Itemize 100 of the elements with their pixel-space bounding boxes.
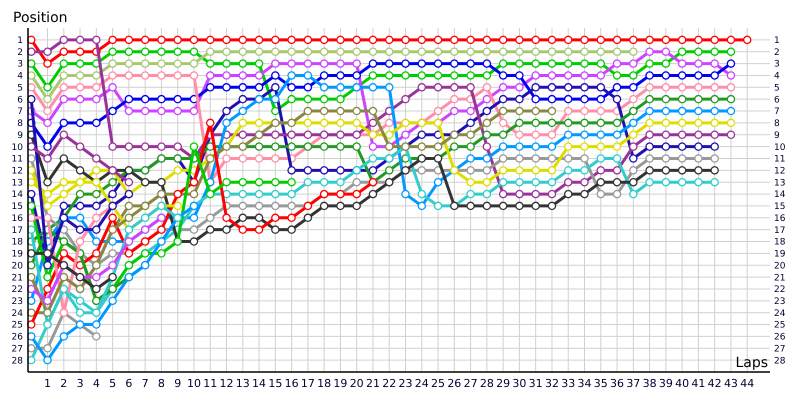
- x-tick-label: 25: [431, 377, 446, 390]
- y-tick-label: 22: [12, 285, 23, 296]
- y-tick-label: 20: [12, 261, 24, 272]
- y2-tick-label: 18: [774, 238, 786, 248]
- x-tick-label: 17: [300, 377, 315, 390]
- y2-tick-label: 21: [774, 273, 786, 284]
- x-tick-label: 27: [464, 377, 478, 390]
- x-tick-label: 24: [414, 377, 429, 390]
- y2-tick-label: 19: [774, 250, 786, 260]
- x-tick-label: 12: [220, 377, 234, 390]
- y2-tick-label: 2: [774, 48, 780, 58]
- x-tick-label: 19: [333, 377, 348, 390]
- y-axis-title: Position: [13, 10, 68, 26]
- y-tick-label: 23: [12, 296, 23, 307]
- x-tick-label: 35: [594, 377, 608, 390]
- y2-tick-label: 20: [774, 261, 786, 272]
- y-tick-label: 28: [12, 356, 24, 366]
- y2-tick-label: 4: [774, 72, 780, 82]
- x-tick-label: 4: [92, 377, 100, 390]
- y2-tick-label: 24: [774, 308, 786, 319]
- x-tick-label: 23: [398, 377, 413, 390]
- y2-tick-label: 1: [774, 36, 780, 46]
- x-tick-label: 1: [44, 377, 52, 390]
- x-tick-label: 5: [109, 377, 116, 390]
- x-axis-title: Laps: [735, 355, 768, 371]
- y2-tick-label: 23: [774, 296, 786, 307]
- y-tick-label: 11: [12, 154, 23, 165]
- x-tick-label: 16: [284, 377, 299, 390]
- x-tick-label: 28: [480, 377, 494, 390]
- x-tick-label: 2: [60, 377, 68, 390]
- y2-tick-label: 3: [774, 60, 780, 70]
- x-tick-label: 43: [724, 377, 738, 390]
- x-tick-label: 22: [382, 377, 396, 390]
- y-tick-label: 25: [12, 320, 23, 331]
- x-tick-label: 14: [252, 377, 266, 390]
- y-tick-label: 24: [12, 308, 24, 319]
- y-tick-label: 12: [12, 166, 23, 176]
- x-tick-label: 34: [578, 377, 592, 390]
- x-tick-label: 37: [626, 377, 640, 390]
- y2-tick-label: 26: [774, 332, 786, 343]
- y-tick-label: 7: [17, 107, 23, 118]
- y2-tick-label: 15: [774, 202, 786, 212]
- x-tick-label: 40: [675, 377, 690, 390]
- y-tick-label: 26: [12, 332, 24, 343]
- y-tick-label: 10: [12, 142, 24, 153]
- x-tick-label: 36: [610, 377, 624, 390]
- x-tick-label: 30: [512, 377, 526, 390]
- x-tick-label: 7: [142, 377, 149, 390]
- x-tick-label: 29: [496, 377, 510, 390]
- y-tick-label: 16: [12, 214, 24, 224]
- y2-tick-label: 5: [774, 83, 780, 94]
- y2-tick-label: 10: [774, 142, 786, 153]
- y2-tick-label: 22: [774, 285, 786, 296]
- x-tick-label: 39: [658, 377, 673, 390]
- y2-tick-label: 6: [774, 95, 780, 106]
- x-tick-label: 8: [158, 377, 165, 390]
- y-tick-label: 5: [17, 83, 23, 94]
- y-tick-label: 19: [12, 250, 24, 260]
- y2-tick-label: 17: [774, 226, 786, 236]
- x-tick-label: 18: [317, 377, 332, 390]
- y-tick-label: 15: [12, 202, 23, 212]
- y-tick-label: 27: [12, 344, 23, 354]
- x-tick-label: 32: [544, 377, 559, 390]
- y-tick-label: 13: [12, 178, 23, 188]
- x-tick-label: 9: [174, 377, 182, 390]
- x-tick-label: 41: [691, 377, 706, 390]
- y-tick-label: 1: [17, 36, 23, 46]
- x-tick-label: 21: [366, 377, 380, 390]
- y2-tick-label: 8: [774, 119, 780, 130]
- y2-tick-label: 25: [774, 320, 786, 331]
- x-tick-label: 20: [350, 377, 364, 390]
- x-tick-label: 6: [125, 377, 132, 390]
- y-tick-label: 8: [17, 119, 24, 130]
- y-tick-label: 2: [17, 48, 23, 58]
- y2-tick-label: 12: [774, 166, 786, 176]
- y-tick-label: 4: [17, 72, 24, 82]
- y2-tick-label: 14: [774, 190, 786, 200]
- x-tick-label: 38: [642, 377, 657, 390]
- x-tick-label: 10: [186, 377, 201, 390]
- y2-tick-label: 28: [774, 356, 786, 366]
- y2-tick-label: 7: [774, 107, 780, 118]
- x-tick-label: 26: [447, 377, 462, 390]
- y2-tick-label: 16: [774, 214, 786, 224]
- y-tick-label: 6: [17, 95, 24, 106]
- x-tick-label: 11: [203, 377, 218, 390]
- y2-tick-label: 9: [774, 130, 780, 141]
- x-tick-label: 44: [740, 377, 754, 390]
- y2-tick-label: 27: [774, 344, 786, 354]
- y-tick-label: 14: [12, 190, 24, 200]
- x-tick-label: 33: [561, 377, 576, 390]
- y2-tick-label: 13: [774, 178, 786, 188]
- x-tick-label: 13: [236, 377, 250, 390]
- y2-tick-label: 11: [774, 154, 786, 165]
- x-tick-label: 15: [268, 377, 282, 390]
- x-tick-label: 3: [76, 377, 84, 390]
- x-tick-label: 42: [708, 377, 722, 390]
- y-tick-label: 18: [12, 238, 24, 248]
- y-tick-label: 17: [12, 226, 23, 236]
- y-tick-label: 9: [17, 130, 24, 141]
- x-tick-label: 31: [528, 377, 543, 390]
